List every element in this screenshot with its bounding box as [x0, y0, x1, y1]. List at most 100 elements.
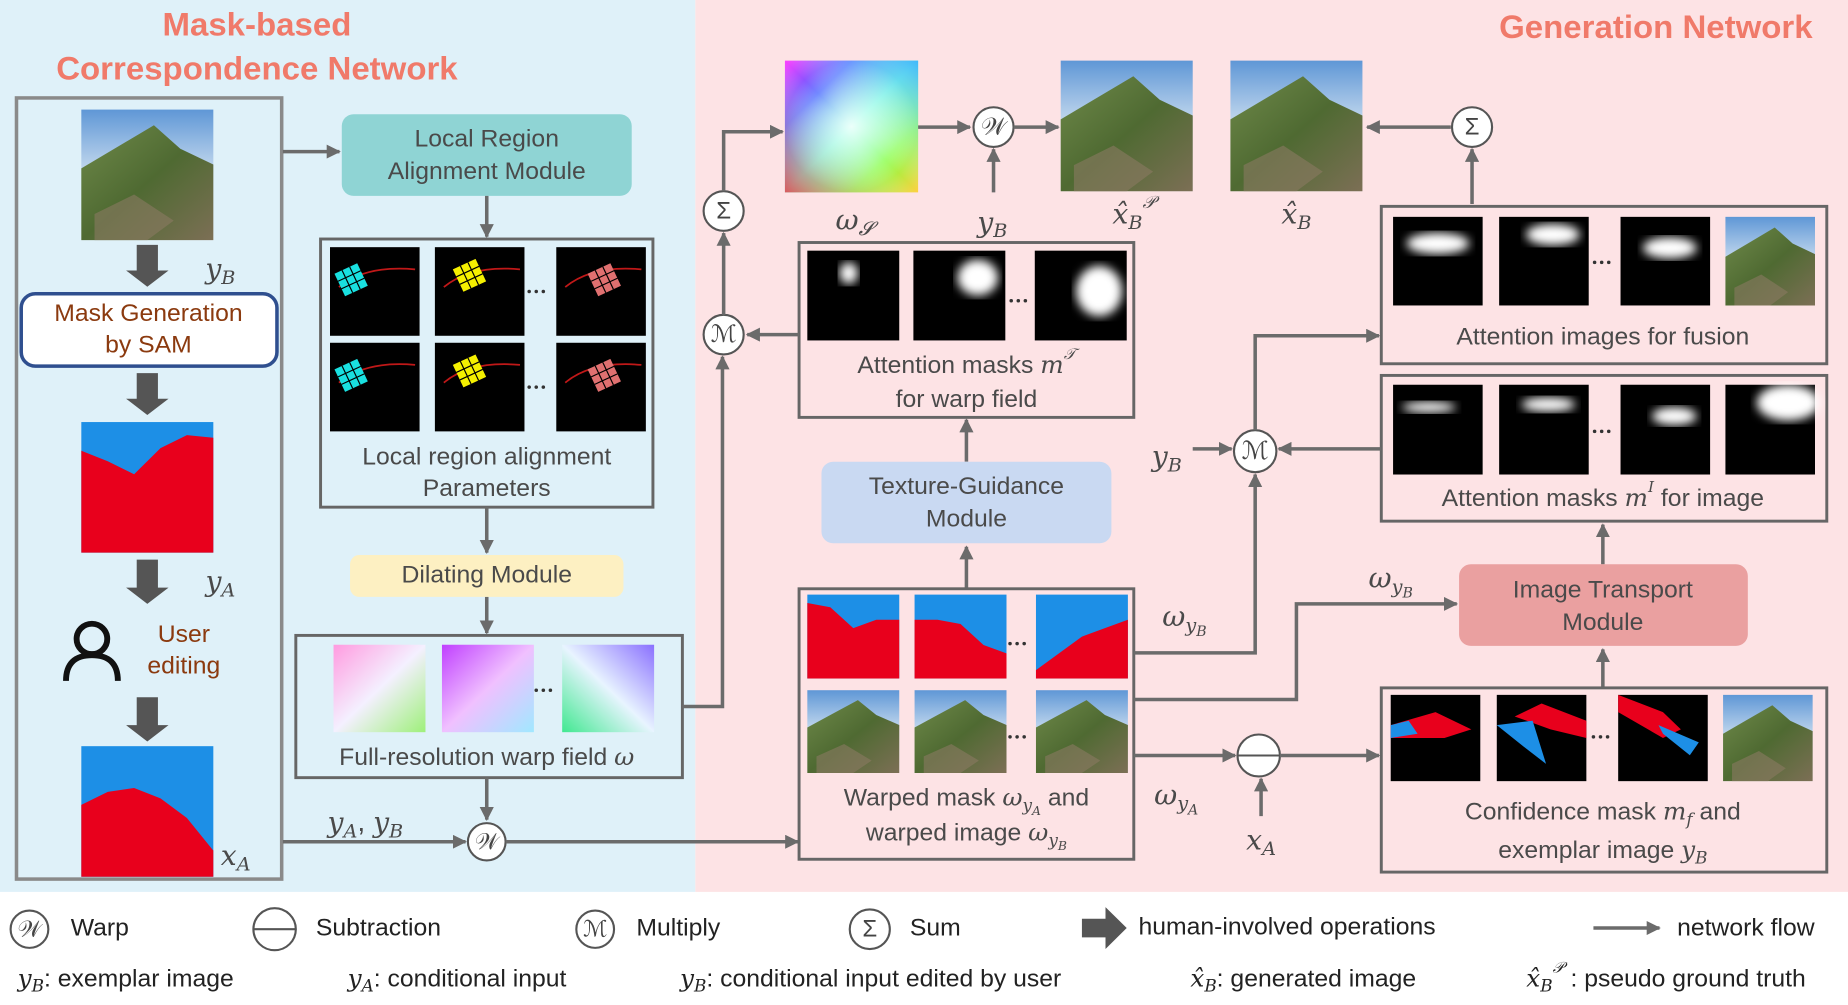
- text-part: y: [203, 252, 222, 285]
- ellipsis-dot: [1599, 429, 1604, 434]
- ellipsis-dot: [1008, 735, 1012, 739]
- text-part: x̂: [1190, 963, 1204, 992]
- grid-line: [349, 362, 361, 386]
- label: human-involved operations: [1139, 914, 1436, 941]
- text-part: m: [1625, 483, 1648, 512]
- operator-symbol: 𝒲: [981, 114, 1008, 141]
- operator: [848, 908, 891, 951]
- photo-rock: [1734, 274, 1789, 306]
- ellipsis-dot: [541, 688, 546, 692]
- attention-blob: [839, 262, 858, 284]
- label: Parameters: [423, 475, 551, 502]
- label: Confidence mask mf and: [1465, 796, 1741, 828]
- text-part: x̂: [1281, 197, 1297, 230]
- text-part: : conditional input edited by user: [706, 965, 1061, 992]
- text-part: Confidence mask: [1465, 798, 1663, 825]
- flow-arrow: [721, 124, 784, 192]
- text-part: y: [371, 806, 390, 839]
- label: ωyB: [1369, 561, 1413, 601]
- label: editing: [147, 652, 220, 679]
- operator-symbol: ℳ: [1242, 437, 1269, 465]
- text-part: A: [235, 852, 251, 875]
- label: Attention images for fusion: [1456, 324, 1749, 351]
- text-part: B: [992, 219, 1007, 242]
- dilating-module: [350, 554, 624, 597]
- grid-line: [456, 361, 480, 373]
- label: Subtraction: [316, 915, 441, 942]
- text-part: B: [1057, 838, 1067, 852]
- label: yA: [203, 565, 235, 602]
- text-part: B: [1203, 975, 1216, 995]
- text-part: B: [1127, 211, 1142, 234]
- legend-note: yA: conditional input: [347, 963, 567, 995]
- text-part: y: [203, 565, 222, 598]
- grid-line: [594, 373, 618, 385]
- text-part: y: [1047, 830, 1058, 850]
- text-part: x: [221, 839, 237, 872]
- module-label: Dilating Module: [401, 562, 572, 589]
- module-label: Local Region: [415, 125, 559, 152]
- attention-blob: [1651, 407, 1697, 426]
- text-part: ω: [835, 203, 858, 236]
- label: xA: [221, 839, 251, 876]
- confidence-blue: [1496, 720, 1547, 764]
- text-part: for warp field: [896, 385, 1038, 412]
- operator-symbol: Σ: [1465, 114, 1480, 141]
- user-body: [63, 652, 121, 682]
- grid-line: [349, 266, 361, 290]
- panel-title: Mask-based: [163, 6, 352, 43]
- attention-blob: [1526, 223, 1580, 246]
- text-part: Attention masks: [857, 352, 1040, 379]
- mask-region: [1035, 619, 1128, 679]
- text-part: y: [325, 806, 344, 839]
- operator-symbol: Σ: [716, 198, 731, 225]
- text-part: A: [341, 820, 357, 843]
- label: yB: [203, 252, 235, 289]
- grid-line: [337, 365, 361, 378]
- label: for warp field: [896, 385, 1038, 412]
- grid-line: [337, 270, 361, 282]
- ellipsis-dot: [1022, 735, 1026, 739]
- panel-title: Correspondence Network: [56, 50, 458, 87]
- photo-rock: [94, 194, 174, 241]
- panel-title: Generation Network: [1499, 8, 1813, 45]
- text-part: A: [360, 975, 374, 995]
- text-part: B: [1195, 624, 1206, 640]
- transport-module: [1459, 564, 1748, 646]
- grid-line: [590, 365, 615, 378]
- attention-thumb: [1620, 216, 1711, 306]
- label: Full-resolution warp field ω: [339, 741, 634, 770]
- param-thumb: [434, 247, 525, 336]
- text-part: ω: [614, 741, 634, 770]
- text-part: y: [1680, 835, 1696, 864]
- left-column: [14, 96, 284, 881]
- text-part: y: [1176, 792, 1188, 815]
- legend-note: x̂B𝒫 : pseudo ground truth: [1526, 958, 1805, 995]
- text-part: A: [1260, 837, 1276, 860]
- flow-arrow: [1253, 328, 1381, 431]
- ellipsis-dot: [1606, 260, 1611, 265]
- ellipsis-dot: [1023, 299, 1028, 303]
- grid-line: [602, 266, 614, 290]
- text-part: B: [388, 820, 403, 843]
- text-part: f: [1684, 809, 1695, 829]
- confidence-blue: [1658, 725, 1699, 756]
- ellipsis-dot: [1008, 641, 1012, 646]
- text-part: ω: [1162, 600, 1185, 633]
- operator: [1450, 106, 1494, 148]
- text-part: m: [1663, 796, 1686, 825]
- label: ωyA: [1154, 778, 1198, 818]
- ellipsis-dot: [1015, 641, 1019, 646]
- ellipsis-dot: [1598, 735, 1603, 739]
- module-label: Image Transport: [1513, 577, 1693, 604]
- module-label: Alignment Module: [388, 158, 586, 185]
- label: xA: [1246, 823, 1276, 860]
- label: yB: [975, 205, 1007, 242]
- warped-box: [797, 587, 1136, 861]
- grid-line: [456, 265, 480, 278]
- text-part: B: [220, 266, 235, 289]
- ellipsis-dot: [527, 289, 531, 294]
- label: Sum: [910, 915, 961, 942]
- ellipsis-dot: [534, 688, 539, 692]
